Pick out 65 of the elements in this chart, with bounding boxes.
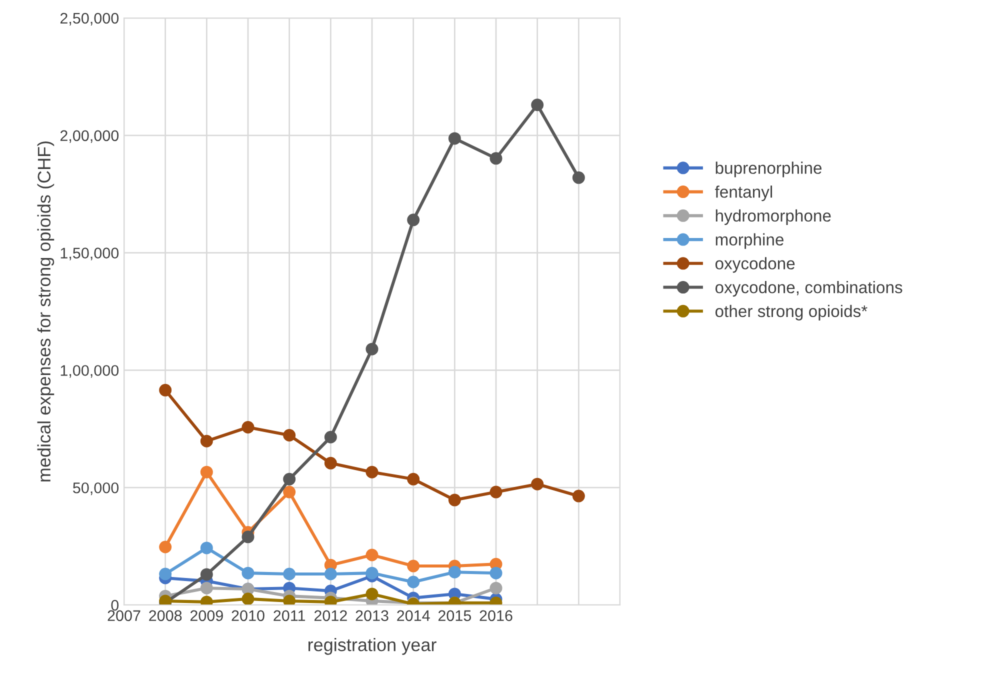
point [159, 540, 172, 554]
point [200, 582, 213, 594]
point [366, 342, 378, 356]
legend-label: buprenorphine [716, 162, 822, 178]
point [324, 430, 337, 444]
x-tick-label: 2012 [314, 610, 347, 622]
y-tick-label: 50,000 [73, 482, 119, 496]
point [366, 588, 378, 600]
point [407, 472, 420, 486]
point [407, 560, 420, 572]
legend-label: oxycodone [715, 257, 795, 273]
point [324, 568, 337, 580]
x-axis-title: registration year [308, 638, 436, 655]
x-tick-label: 2014 [397, 610, 430, 622]
x-tick-label: 2013 [356, 610, 388, 622]
point [448, 494, 461, 506]
point [200, 568, 213, 581]
x-tick-label: 2009 [190, 610, 223, 622]
y-tick-label: 2,00,000 [60, 130, 119, 143]
y-axis-title: medical expenses for strong opioids (CHF) [37, 142, 54, 482]
point [366, 466, 378, 478]
point [407, 576, 420, 588]
point [490, 566, 502, 580]
point [283, 486, 296, 498]
point [572, 171, 585, 184]
point [159, 568, 172, 580]
point [242, 421, 254, 434]
point [200, 466, 213, 478]
point [366, 548, 378, 562]
point [407, 214, 420, 226]
point [242, 530, 254, 544]
legend-label: morphine [716, 233, 784, 249]
legend-label: fentanyl [714, 186, 772, 202]
point [572, 490, 585, 502]
x-tick-label: 2016 [480, 610, 512, 622]
point [242, 592, 254, 605]
point [283, 428, 296, 442]
x-tick-label: 2010 [232, 610, 264, 622]
point [490, 582, 502, 594]
x-tick-label: 2008 [149, 610, 182, 622]
point [490, 152, 502, 165]
point [531, 478, 544, 490]
point [366, 566, 378, 580]
y-tick-label: 1,00,000 [60, 365, 119, 378]
legend-label: oxycodone, combinations [715, 281, 902, 297]
y-tick-label: 1,50,000 [60, 248, 119, 260]
point [283, 568, 296, 580]
point [283, 594, 296, 605]
point [200, 542, 213, 554]
point [159, 384, 172, 396]
legend-label: other strong opioids* [715, 304, 868, 320]
legend-label: hydromorphone [716, 209, 831, 225]
point [242, 566, 254, 580]
point [200, 434, 213, 448]
x-tick-label: 2011 [274, 610, 306, 622]
y-tick-label: 0 [111, 600, 119, 611]
point [531, 98, 544, 112]
point [283, 472, 296, 486]
point [490, 486, 502, 498]
y-tick-label: 2,50,000 [60, 12, 119, 26]
x-tick-label: 2015 [438, 610, 472, 622]
point [448, 566, 461, 578]
x-tick-label: 2007 [108, 610, 140, 622]
point [448, 132, 461, 145]
point [324, 456, 337, 470]
